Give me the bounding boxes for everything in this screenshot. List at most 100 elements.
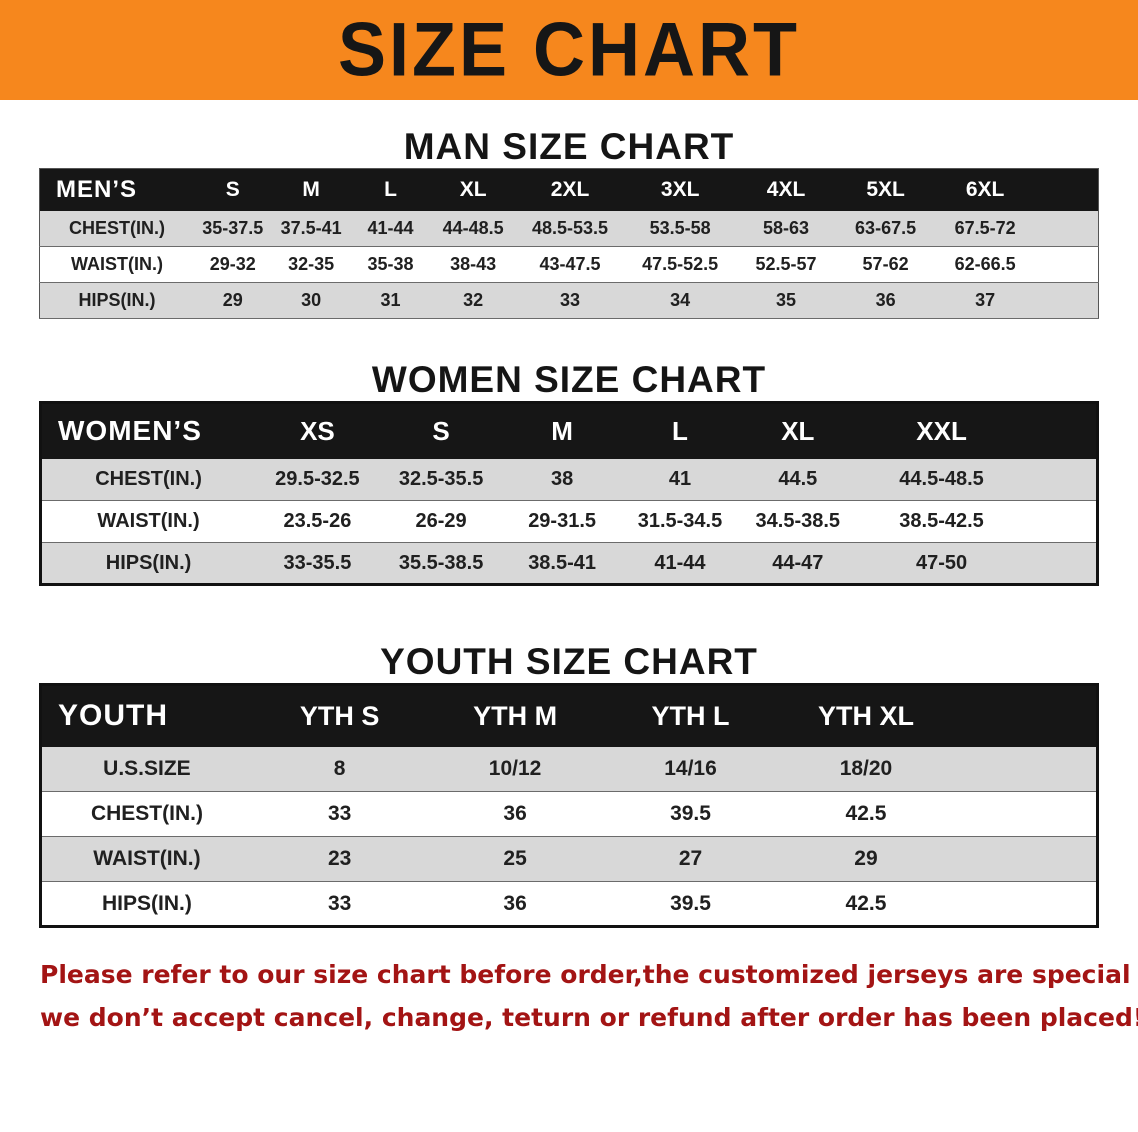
size-header-cell: L: [621, 402, 739, 459]
row-label-cell: WAIST(IN.): [71, 254, 164, 274]
row-label-cell: CHEST(IN.): [90, 802, 203, 825]
disclaimer: Please refer to our size chart before or…: [40, 954, 1138, 1039]
table-row: WAIST(IN.) 23.5-26 26-29 29-31.5 31.5-34.5 34…: [40, 500, 1098, 543]
corner-label-cell: YOUTH: [40, 684, 252, 747]
value-cell: 42.5: [845, 891, 887, 915]
value-cell: 33-35.5: [283, 551, 352, 574]
value-cell: 38-43: [450, 254, 497, 274]
value-cell: 34.5-38.5: [755, 510, 841, 532]
value-cell: 35-38: [367, 254, 414, 274]
row-label-cell: WAIST(IN.): [93, 847, 201, 870]
value-cell: 41-44: [654, 551, 706, 574]
table-header-row: YOUTH YTH S YTH M YTH L YTH XL: [40, 684, 1098, 747]
spacer-cell: [1025, 402, 1098, 459]
value-cell: 44.5: [778, 467, 818, 490]
row-label-cell: HIPS(IN.): [78, 290, 156, 310]
value-cell: 33: [560, 290, 581, 310]
value-cell: 29: [854, 847, 878, 870]
value-cell: 63-67.5: [855, 217, 917, 238]
size-header-cell: XL: [738, 402, 858, 459]
value-cell: 43-47.5: [539, 254, 601, 274]
value-cell: 35: [776, 290, 797, 310]
value-cell: 44-48.5: [442, 217, 504, 238]
value-cell: 25: [503, 847, 527, 870]
table-row: CHEST(IN.) 33 36 39.5 42.5: [40, 791, 1098, 837]
value-cell: 29: [222, 290, 243, 310]
table-row: HIPS(IN.) 29 30 31 32 33 34 35 36 37: [39, 282, 1099, 319]
value-cell: 57-62: [862, 254, 909, 274]
value-cell: 27: [678, 847, 703, 870]
size-header-cell: S: [379, 402, 503, 459]
size-header-cell: XL: [430, 168, 517, 211]
table-row: HIPS(IN.) 33-35.5 35.5-38.5 38.5-41 41-44 44-…: [40, 542, 1098, 585]
value-cell: 23: [327, 847, 352, 870]
size-header-cell: M: [502, 402, 622, 459]
size-header-cell: L: [350, 168, 431, 211]
value-cell: 33: [327, 891, 352, 915]
disclaimer-line-1: Please refer to our size chart before or…: [40, 960, 1138, 989]
table-header-row: WOMEN’S XS S M L XL XXL: [40, 402, 1098, 459]
value-cell: 35-37.5: [202, 217, 264, 238]
value-cell: 42.5: [845, 802, 887, 825]
men-size-section: MAN SIZE CHART MEN’S S M L XL 2XL 3XL 4XL 5XL 6XL…: [0, 126, 1138, 319]
size-header-cell: YTH M: [427, 684, 603, 747]
value-cell: 32: [463, 290, 484, 310]
value-cell: 18/20: [839, 756, 893, 780]
value-cell: 36: [503, 891, 527, 915]
spacer-cell: [954, 882, 1098, 927]
value-cell: 41-44: [367, 217, 414, 238]
spacer-cell: [1026, 501, 1098, 543]
size-header-cell: XS: [255, 402, 380, 459]
table-row: U.S.SIZE 8 10/12 14/16 18/20: [40, 746, 1098, 792]
value-cell: 62-66.5: [954, 254, 1016, 274]
size-header-cell: YTH XL: [778, 684, 954, 747]
youth-size-table: YOUTH YTH S YTH M YTH L YTH XL U.S.SIZE 8 10/12…: [39, 683, 1099, 928]
value-cell: 14/16: [664, 756, 717, 780]
size-header-cell: XXL: [857, 402, 1026, 459]
value-cell: 47-50: [915, 551, 968, 574]
value-cell: 10/12: [488, 756, 542, 780]
size-header-cell: YTH S: [251, 684, 428, 747]
row-label-cell: CHEST(IN.): [95, 467, 202, 490]
spacer-cell: [1035, 247, 1099, 283]
women-chart-heading: WOMEN SIZE CHART: [371, 359, 767, 400]
table-row: CHEST(IN.) 29.5-32.5 32.5-35.5 38 41 44.5 44.5…: [40, 458, 1098, 501]
spacer-cell: [954, 837, 1098, 882]
size-header-cell: 2XL: [516, 168, 625, 211]
corner-label-cell: WOMEN’S: [40, 402, 256, 459]
row-label-cell: U.S.SIZE: [103, 756, 191, 780]
size-header-cell: S: [194, 168, 272, 211]
value-cell: 29-31.5: [528, 510, 597, 532]
size-chart-page: SIZE CHART MAN SIZE CHART MEN’S S M L XL 2XL 3…: [0, 0, 1138, 1039]
spacer-cell: [1034, 168, 1099, 211]
value-cell: 41: [668, 467, 692, 490]
value-cell: 33: [327, 802, 352, 825]
value-cell: 48.5-53.5: [531, 217, 609, 238]
spacer-cell: [953, 684, 1098, 747]
table-row: HIPS(IN.) 33 36 39.5 42.5: [40, 881, 1098, 927]
size-header-cell: 5XL: [835, 168, 936, 211]
value-cell: 31.5-34.5: [637, 510, 723, 532]
value-cell: 47.5-52.5: [642, 254, 719, 274]
size-chart-banner: SIZE CHART: [0, 0, 1138, 100]
size-header-cell: 6XL: [935, 168, 1035, 211]
table-row: WAIST(IN.) 23 25 27 29: [40, 836, 1098, 882]
value-cell: 52.5-57: [755, 254, 817, 274]
value-cell: 36: [875, 290, 896, 310]
spacer-cell: [1035, 211, 1099, 247]
value-cell: 36: [503, 802, 527, 825]
value-cell: 38.5-41: [528, 551, 597, 574]
youth-size-section: YOUTH SIZE CHART YOUTH YTH S YTH M YTH L YTH…: [0, 641, 1138, 928]
table-header-row: MEN’S S M L XL 2XL 3XL 4XL 5XL 6XL: [39, 168, 1099, 211]
row-label-cell: WAIST(IN.): [97, 510, 200, 532]
value-cell: 53.5-58: [649, 217, 711, 238]
value-cell: 30: [301, 290, 322, 310]
spacer-cell: [1026, 543, 1098, 585]
table-row: WAIST(IN.) 29-32 32-35 35-38 38-43 43-47.5 47.…: [39, 246, 1099, 283]
row-label-cell: CHEST(IN.): [69, 217, 166, 238]
value-cell: 39.5: [670, 802, 711, 825]
value-cell: 26-29: [415, 510, 467, 532]
men-chart-heading: MAN SIZE CHART: [403, 126, 735, 167]
value-cell: 58-63: [763, 217, 810, 238]
value-cell: 37: [975, 290, 996, 310]
